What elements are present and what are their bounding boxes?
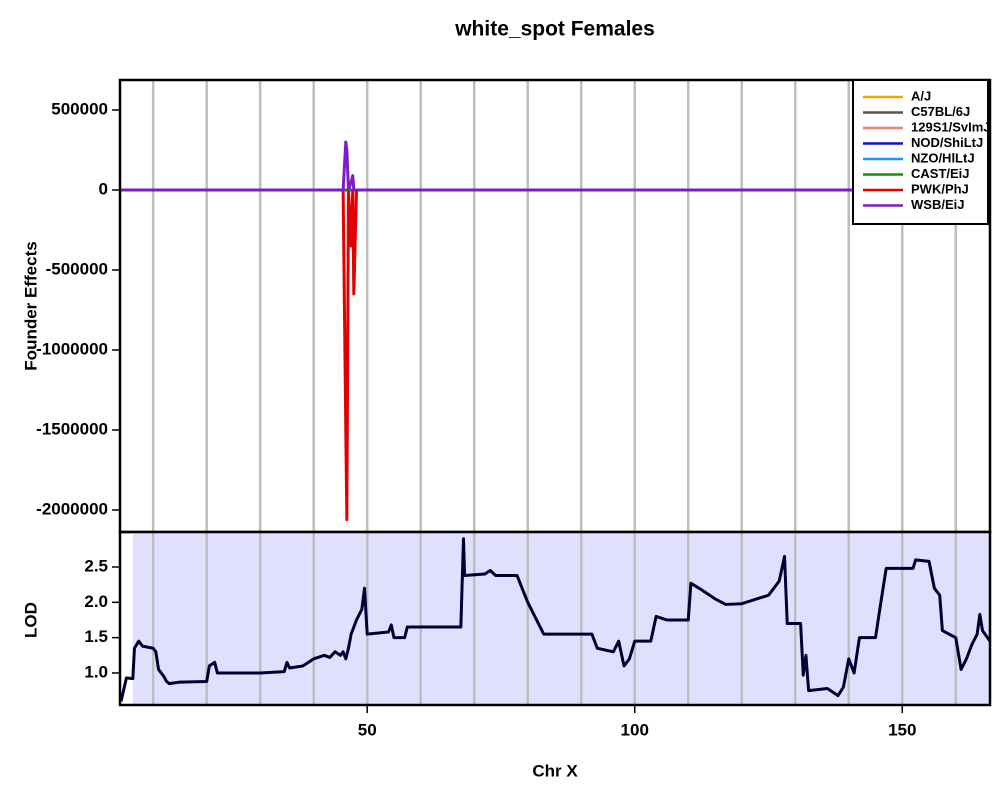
plot-frame: [118, 530, 992, 707]
y-tick-label: 1.0: [84, 662, 108, 681]
y-tick-label: -1000000: [36, 339, 108, 358]
x-tick-label: 150: [888, 720, 916, 739]
y-tick-label: 0: [99, 179, 108, 198]
legend-label: NOD/ShiLtJ: [911, 135, 983, 150]
series-line: [119, 537, 992, 702]
legend-label: C57BL/6J: [911, 104, 970, 119]
y-tick-label: 1.5: [84, 627, 108, 646]
y-tick-label: 500000: [51, 99, 108, 118]
legend-label: NZO/HlLtJ: [911, 150, 975, 165]
legend-label: WSB/EiJ: [911, 197, 964, 212]
shaded-region: [132, 532, 991, 705]
x-axis-label: Chr X: [532, 761, 578, 780]
series-line: [120, 140, 990, 192]
legend-label: PWK/PhJ: [911, 181, 969, 196]
legend-label: A/J: [911, 88, 931, 103]
y-axis-label: Founder Effects: [21, 241, 40, 370]
legend-label: 129S1/SvImJ: [911, 119, 991, 134]
y-tick-label: -1500000: [36, 419, 108, 438]
y-tick-label: -500000: [46, 259, 108, 278]
y-tick-label: 2.0: [84, 592, 108, 611]
chart-title: white_spot Females: [454, 18, 655, 41]
y-tick-label: 2.5: [84, 556, 108, 575]
y-tick-label: -2000000: [36, 499, 108, 518]
legend-box: [852, 79, 989, 225]
legend: A/JC57BL/6J129S1/SvImJNOD/ShiLtJNZO/HlLt…: [852, 79, 991, 225]
legend-label: CAST/EiJ: [911, 166, 970, 181]
series-line: [120, 188, 990, 522]
x-tick-label: 50: [358, 720, 377, 739]
y-axis-label: LOD: [21, 602, 40, 638]
x-tick-label: 100: [621, 720, 649, 739]
